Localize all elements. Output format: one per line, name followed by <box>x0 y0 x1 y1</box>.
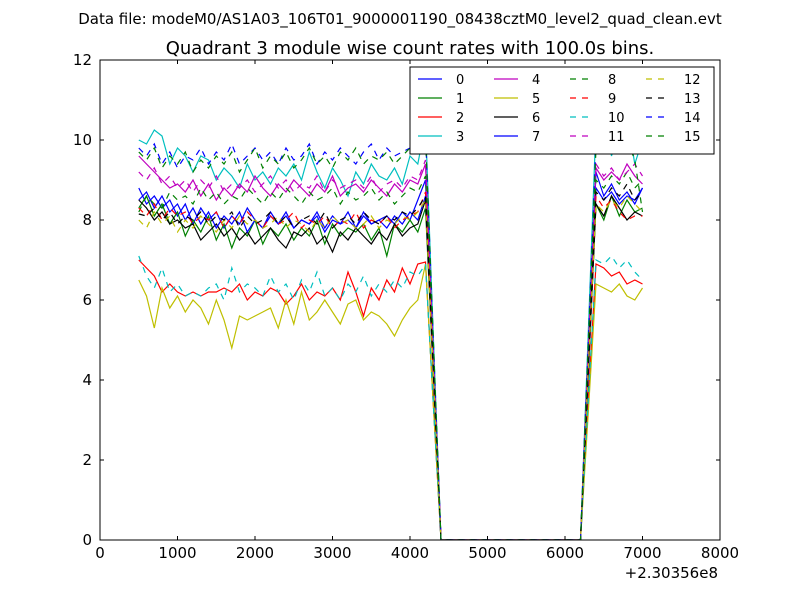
series-line-15 <box>138 135 644 540</box>
chart-title: Quadrant 3 module wise count rates with … <box>166 38 655 59</box>
y-tick-label: 4 <box>82 371 92 389</box>
legend-label-3: 3 <box>456 130 464 145</box>
series-line-3 <box>138 101 644 540</box>
legend-label-14: 14 <box>684 111 701 126</box>
series-line-0 <box>138 171 644 540</box>
y-tick-label: 2 <box>82 451 92 469</box>
legend-label-4: 4 <box>532 73 540 88</box>
x-tick-label: 3000 <box>313 544 351 562</box>
x-tick-label: 5000 <box>468 544 506 562</box>
axis-ticks: 0 1000 2000 3000 4000 5000 6000 7000 80000246810… <box>73 51 739 562</box>
x-tick-label: 7000 <box>623 544 661 562</box>
y-tick-label: 8 <box>82 211 92 229</box>
series-line-13 <box>138 182 643 540</box>
series-line-10 <box>138 255 643 540</box>
legend-label-15: 15 <box>684 130 701 145</box>
y-tick-label: 10 <box>73 131 92 149</box>
series-line-5 <box>138 263 644 540</box>
x-tick-label: 6000 <box>546 544 584 562</box>
legend-label-12: 12 <box>684 73 701 88</box>
series-line-8 <box>138 170 643 540</box>
legend-label-2: 2 <box>456 111 464 126</box>
series-line-11 <box>138 159 644 540</box>
x-tick-label: 0 <box>95 544 105 562</box>
chart-suptitle: Data file: modeM0/AS1A03_106T01_90000011… <box>78 10 722 29</box>
y-tick-label: 0 <box>82 531 92 549</box>
y-tick-label: 12 <box>73 51 92 69</box>
legend-label-13: 13 <box>684 92 701 107</box>
x-axis-offset-label: +2.30356e8 <box>625 564 718 582</box>
series-line-2 <box>138 259 643 540</box>
y-tick-label: 6 <box>82 291 92 309</box>
legend-box <box>409 66 715 155</box>
x-tick-label: 4000 <box>391 544 429 562</box>
series-line-1 <box>138 194 643 540</box>
legend-label-9: 9 <box>608 92 616 107</box>
legend-label-0: 0 <box>456 73 464 88</box>
x-tick-label: 2000 <box>236 544 274 562</box>
x-tick-label: 1000 <box>158 544 196 562</box>
legend-label-5: 5 <box>532 92 540 107</box>
series-line-14 <box>138 130 643 540</box>
x-tick-label: 8000 <box>701 544 739 562</box>
legend-label-8: 8 <box>608 73 616 88</box>
series-layer <box>138 101 644 540</box>
series-line-6 <box>138 194 643 540</box>
legend-label-6: 6 <box>532 111 540 126</box>
plot-area: 0 1000 2000 3000 4000 5000 6000 7000 80000246810… <box>73 51 739 562</box>
legend-label-7: 7 <box>532 130 540 145</box>
legend-label-1: 1 <box>456 92 464 107</box>
series-line-12 <box>138 195 643 540</box>
series-line-9 <box>138 191 643 540</box>
legend-label-10: 10 <box>608 111 625 126</box>
legend-label-11: 11 <box>608 130 625 145</box>
